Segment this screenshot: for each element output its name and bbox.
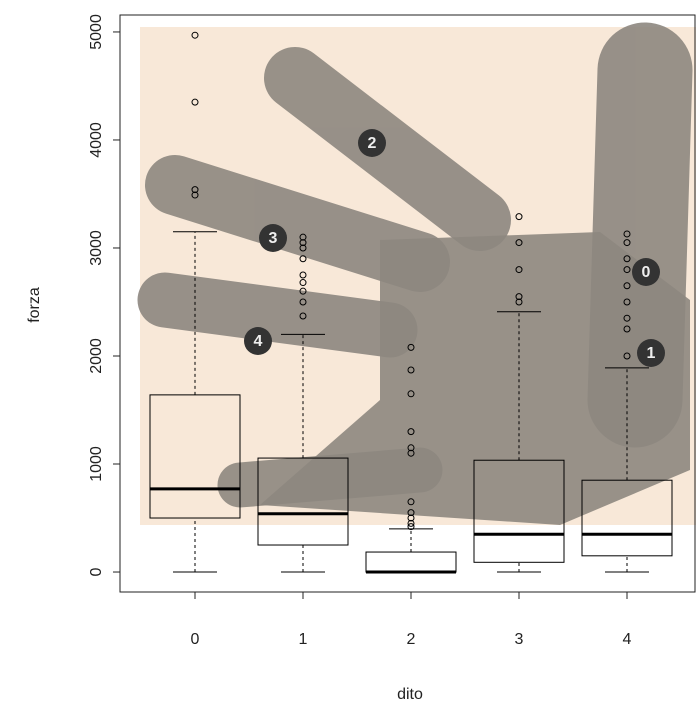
outlier (299, 287, 307, 295)
outlier (623, 325, 631, 333)
finger-marker (637, 339, 665, 367)
outlier (299, 279, 307, 287)
x-tick-label: 1 (299, 631, 308, 648)
finger-marker (244, 327, 272, 355)
box (473, 459, 565, 563)
outlier (191, 31, 199, 39)
y-tick-label: 2000 (88, 338, 105, 374)
x-tick-label: 2 (407, 631, 416, 648)
box (581, 479, 673, 557)
x-tick-label: 0 (191, 631, 200, 648)
outlier (299, 271, 307, 279)
outlier (407, 390, 415, 398)
outlier (623, 239, 631, 247)
y-tick-label: 4000 (88, 122, 105, 158)
finger-number: 4 (254, 333, 263, 350)
outlier (407, 449, 415, 457)
outlier (407, 523, 415, 531)
outlier (623, 352, 631, 360)
outlier (191, 186, 199, 194)
outlier (623, 230, 631, 238)
outlier (407, 519, 415, 527)
outlier (407, 498, 415, 506)
outlier (515, 298, 523, 306)
y-tick-label: 3000 (88, 230, 105, 266)
outlier (299, 312, 307, 320)
box (365, 551, 457, 573)
outlier (623, 266, 631, 274)
outlier (407, 509, 415, 517)
outlier (623, 298, 631, 306)
y-tick-label: 5000 (88, 14, 105, 50)
x-axis-label: dito (397, 686, 423, 703)
outlier (407, 343, 415, 351)
outlier (623, 255, 631, 263)
outlier (299, 255, 307, 263)
outlier (299, 244, 307, 252)
outlier (407, 366, 415, 374)
box (149, 394, 241, 519)
finger-number: 2 (368, 135, 377, 152)
finger-marker (632, 258, 660, 286)
outlier (515, 266, 523, 274)
outlier (515, 293, 523, 301)
y-tick-label: 0 (88, 567, 105, 576)
finger-marker (259, 224, 287, 252)
outlier (191, 191, 199, 199)
box (257, 457, 349, 546)
outlier (407, 514, 415, 522)
outlier (515, 239, 523, 247)
y-tick-label: 1000 (88, 446, 105, 482)
outlier (515, 213, 523, 221)
plot-frame (119, 14, 696, 593)
outlier (299, 298, 307, 306)
x-tick-label: 4 (623, 631, 632, 648)
finger-number: 1 (647, 345, 656, 362)
y-axis-label: forza (26, 287, 43, 323)
outlier (407, 444, 415, 452)
outlier (623, 282, 631, 290)
x-tick-label: 3 (515, 631, 524, 648)
hand-image (137, 22, 696, 525)
outlier (299, 233, 307, 241)
outlier (299, 239, 307, 247)
finger-number: 0 (642, 264, 651, 281)
outlier (623, 314, 631, 322)
finger-marker (358, 129, 386, 157)
outlier (191, 98, 199, 106)
outlier (407, 428, 415, 436)
finger-number: 3 (269, 230, 278, 247)
